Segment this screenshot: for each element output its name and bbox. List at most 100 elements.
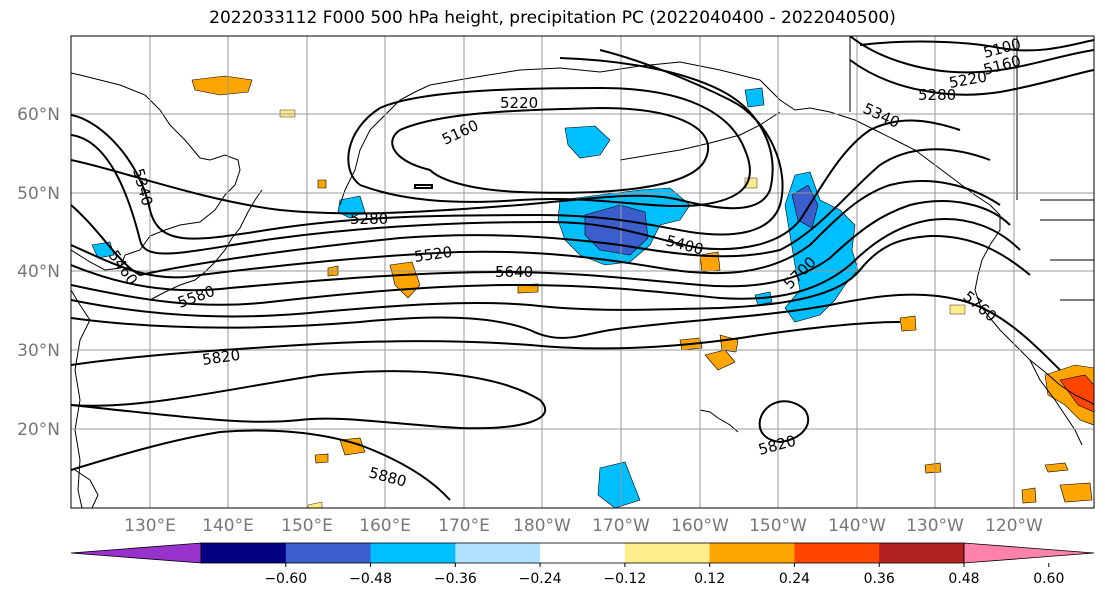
contour-north2 [849,36,1094,74]
precip-area [564,125,611,159]
lat-label: 20°N [17,420,60,440]
contour-5820 [71,321,901,366]
colorbar-segment [455,543,541,563]
coastline-na-borders [849,36,1094,301]
precip-area [1059,374,1094,413]
latitude-labels: 60°N 50°N 40°N 30°N 20°N [17,105,60,440]
contour-label: 5820 [201,346,241,369]
precip-area [899,315,917,332]
contour-label: 5640 [495,263,533,281]
lon-label: 140°E [202,516,254,536]
colorbar-tick-label: 0.36 [864,571,895,587]
precip-area [704,349,736,371]
contour-5760 [71,293,1061,371]
lon-label: 140°W [828,516,886,536]
coastline-arctic [429,61,761,86]
colorbar-tick-label: −0.48 [349,571,392,587]
lon-label: 150°E [281,516,333,536]
contour-north3 [849,59,1094,96]
colorbar-tick-label: 0.48 [948,571,979,587]
coastline-na-west [974,215,1094,406]
contour-5820-low [71,370,547,430]
colorbar: −0.60 −0.48 −0.36 −0.24 −0.12 0.12 0.24 0.36 0.4… [70,542,1095,587]
colorbar-segment [624,543,711,563]
lon-label: 120°W [985,516,1043,536]
contour-5400 [71,119,961,255]
contour-label: 5280 [918,86,956,104]
precip-area [191,75,253,96]
contour-label: 5280 [350,210,388,228]
lat-label: 30°N [17,341,60,361]
contour-label: 5220 [500,94,538,112]
contour-5820-hawaii [758,400,810,444]
precip-area [1044,462,1069,473]
colorbar-segment [370,543,456,563]
lon-label: 130°W [906,516,964,536]
coastline-asia [71,72,241,271]
lon-label: 130°E [124,516,176,536]
coastline-philippines [74,469,99,508]
coastlines [71,36,1094,508]
colorbar-tick-label: −0.24 [519,571,562,587]
colorbar-segment [794,543,880,563]
map-title: 2022033112 F000 500 hPa height, precipit… [209,8,896,28]
coastline-japan [149,189,263,301]
coastline-china [71,289,91,508]
contour-closed [414,184,433,189]
precip-area [949,304,966,315]
lat-label: 60°N [17,105,60,125]
precip-area [744,87,765,108]
colorbar-tick-label: 0.60 [1033,571,1064,587]
contour-5160 [391,106,710,194]
colorbar-tick-label: −0.36 [434,571,477,587]
contour-5460 [71,148,991,277]
lon-label: 180°W [513,516,571,536]
colorbar-tick-label: −0.12 [603,571,646,587]
precip-area [1021,487,1037,504]
lat-label: 40°N [17,262,60,282]
contour-5280 [71,57,774,215]
lon-label: 160°W [671,516,729,536]
coastline-kamchatka [339,84,431,206]
colorbar-segment [201,543,287,563]
precip-area [307,501,323,508]
colorbar-extend-low [70,542,202,564]
colorbar-border [200,542,965,564]
precip-area [791,184,819,229]
colorbar-tick-label: −0.60 [264,571,307,587]
contour-5640 [71,218,1021,306]
precip-area [924,462,942,474]
lon-label: 160°E [359,516,411,536]
precip-area [317,179,327,189]
precip-area [597,461,641,508]
contour-5340 [71,49,784,240]
map-frame [70,35,1095,509]
colorbar-tick-label: 0.12 [694,571,725,587]
height-contours [71,36,1094,501]
contour-5700 [71,234,1031,318]
contour-label: 5520 [413,243,453,266]
coastline-baja [1029,359,1083,446]
colorbar-segment [879,543,965,563]
colorbar-segment [540,543,626,563]
lon-label: 150°W [749,516,807,536]
contour-5580 [71,200,1011,292]
colorbar-segment [709,543,795,563]
contour-labels: 5100 5160 5160 5220 5220 5280 5280 5340 … [105,36,1023,491]
lon-label: 170°E [438,516,490,536]
colorbar-tick-label: 0.24 [779,571,810,587]
longitude-labels: 130°E 140°E 150°E 160°E 170°E 180°W 170°… [124,516,1043,536]
coastline-hawaii [699,409,739,433]
contour-5880 [71,429,451,501]
contour-north [859,39,1094,52]
precip-area [314,453,329,464]
colorbar-extend-high [963,542,1095,564]
colorbar-segment [285,543,372,563]
lon-label: 170°W [592,516,650,536]
lat-label: 50°N [17,184,60,204]
negative-precip-areas [91,87,859,508]
precip-area [339,437,366,456]
contour-5220 [347,86,751,208]
contour-5520 [71,180,1001,279]
